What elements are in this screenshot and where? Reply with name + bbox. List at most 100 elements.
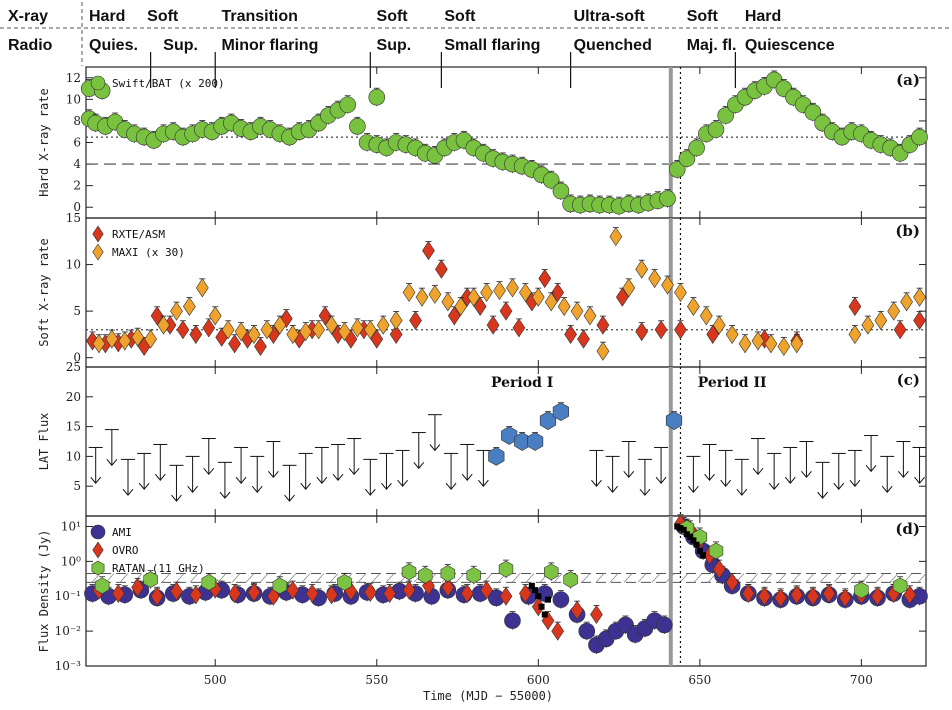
y-tick-label: 4 bbox=[73, 157, 81, 171]
data-point bbox=[208, 306, 222, 326]
data-point bbox=[615, 287, 629, 307]
upper-limit-arrow bbox=[413, 461, 425, 470]
legend-marker bbox=[92, 243, 104, 261]
band-hatch bbox=[287, 573, 297, 583]
band-hatch bbox=[637, 573, 647, 583]
y-tick-label: 0 bbox=[73, 200, 81, 214]
band-hatch bbox=[749, 573, 759, 583]
data-point bbox=[668, 161, 686, 178]
upper-limit-arrow bbox=[316, 476, 328, 485]
data-point bbox=[441, 292, 455, 312]
upper-limit-arrow bbox=[268, 470, 279, 479]
upper-limit-arrow bbox=[865, 464, 877, 473]
xray-state-label: Transition bbox=[221, 8, 297, 25]
y-tick-label: 10⁻³ bbox=[55, 659, 82, 673]
band-hatch bbox=[525, 573, 535, 583]
upper-limit-arrow bbox=[235, 476, 247, 485]
data-point bbox=[861, 315, 875, 335]
data-point bbox=[325, 315, 338, 335]
data-point bbox=[674, 523, 681, 530]
data-point bbox=[706, 324, 720, 344]
data-point bbox=[501, 426, 518, 445]
upper-limit-arrow bbox=[768, 482, 780, 490]
data-point bbox=[467, 287, 481, 307]
data-point bbox=[402, 282, 416, 303]
panels: 0 2 4 6 8 10 12 Hard X-ray rate (a) Swift/BAT (x … bbox=[37, 66, 928, 673]
data-point bbox=[848, 324, 862, 344]
data-point bbox=[201, 574, 216, 591]
radio-state-label: Quiescence bbox=[745, 37, 835, 54]
data-point bbox=[402, 580, 416, 600]
upper-limit-arrow bbox=[332, 473, 344, 482]
y-tick-label: 20 bbox=[66, 390, 81, 404]
upper-limit-arrow bbox=[752, 467, 764, 476]
y-tick-label: 6 bbox=[73, 136, 81, 150]
data-point bbox=[422, 241, 435, 261]
data-point bbox=[893, 320, 907, 340]
data-point bbox=[696, 547, 703, 554]
data-point bbox=[526, 432, 544, 451]
upper-limit-arrow bbox=[154, 473, 166, 482]
radio-state-label: Sup. bbox=[377, 37, 412, 54]
band-hatch bbox=[763, 573, 773, 583]
y-tick-label: 10 bbox=[66, 258, 81, 272]
data-point bbox=[363, 582, 377, 602]
data-point bbox=[254, 336, 267, 357]
data-point bbox=[376, 315, 390, 335]
y-tick-label: 12 bbox=[66, 71, 81, 85]
band-hatch bbox=[231, 573, 241, 583]
data-point bbox=[545, 596, 551, 603]
data-point bbox=[498, 560, 514, 578]
y-tick-label: 15 bbox=[66, 211, 81, 225]
band-hatch bbox=[595, 573, 605, 583]
data-point bbox=[661, 275, 674, 295]
upper-limit-arrow bbox=[106, 459, 118, 467]
data-point bbox=[480, 580, 493, 600]
upper-limit-arrow bbox=[219, 491, 231, 499]
data-point bbox=[454, 296, 468, 317]
data-point bbox=[665, 411, 683, 430]
upper-limit-arrow bbox=[300, 482, 312, 490]
legend-label: Swift/BAT (x 200) bbox=[112, 77, 225, 90]
data-point bbox=[913, 287, 926, 307]
data-point bbox=[892, 577, 908, 595]
data-point bbox=[504, 612, 521, 629]
xray-row-label: X-ray bbox=[8, 8, 48, 25]
radio-state-label: Quenched bbox=[574, 37, 652, 54]
data-point bbox=[654, 320, 668, 340]
band-hatch bbox=[245, 573, 255, 583]
data-point bbox=[683, 531, 690, 538]
y-tick-label: 8 bbox=[73, 114, 81, 128]
data-point bbox=[349, 118, 366, 135]
band-hatch bbox=[875, 573, 885, 583]
radio-state-label: Minor flaring bbox=[221, 37, 318, 54]
upper-limit-arrow bbox=[461, 473, 473, 482]
band-hatch bbox=[679, 573, 689, 583]
data-point bbox=[305, 583, 319, 604]
xray-state-label: Soft bbox=[687, 8, 719, 25]
x-tick-label: 550 bbox=[365, 673, 388, 687]
upper-limit-arrow bbox=[429, 444, 441, 452]
upper-limit-arrow bbox=[90, 476, 102, 485]
y-axis-title: Flux Density (Jy) bbox=[37, 530, 51, 653]
data-point bbox=[389, 324, 403, 344]
data-point bbox=[94, 577, 110, 595]
data-point bbox=[499, 586, 513, 606]
x-tick-label: 500 bbox=[204, 673, 227, 687]
data-point bbox=[751, 331, 765, 351]
data-point bbox=[488, 447, 505, 466]
data-point bbox=[368, 88, 386, 106]
data-point bbox=[506, 278, 519, 298]
band-hatch bbox=[553, 573, 563, 583]
data-point bbox=[806, 586, 820, 606]
data-point bbox=[528, 582, 535, 589]
data-point bbox=[273, 315, 287, 335]
data-point bbox=[687, 533, 694, 540]
data-point bbox=[911, 128, 928, 146]
band-hatch bbox=[917, 573, 927, 583]
data-point bbox=[900, 292, 913, 312]
y-tick-label: 10⁻¹ bbox=[55, 589, 81, 603]
radio-state-label: Sup. bbox=[163, 37, 198, 54]
y-tick-label: 15 bbox=[66, 420, 81, 434]
